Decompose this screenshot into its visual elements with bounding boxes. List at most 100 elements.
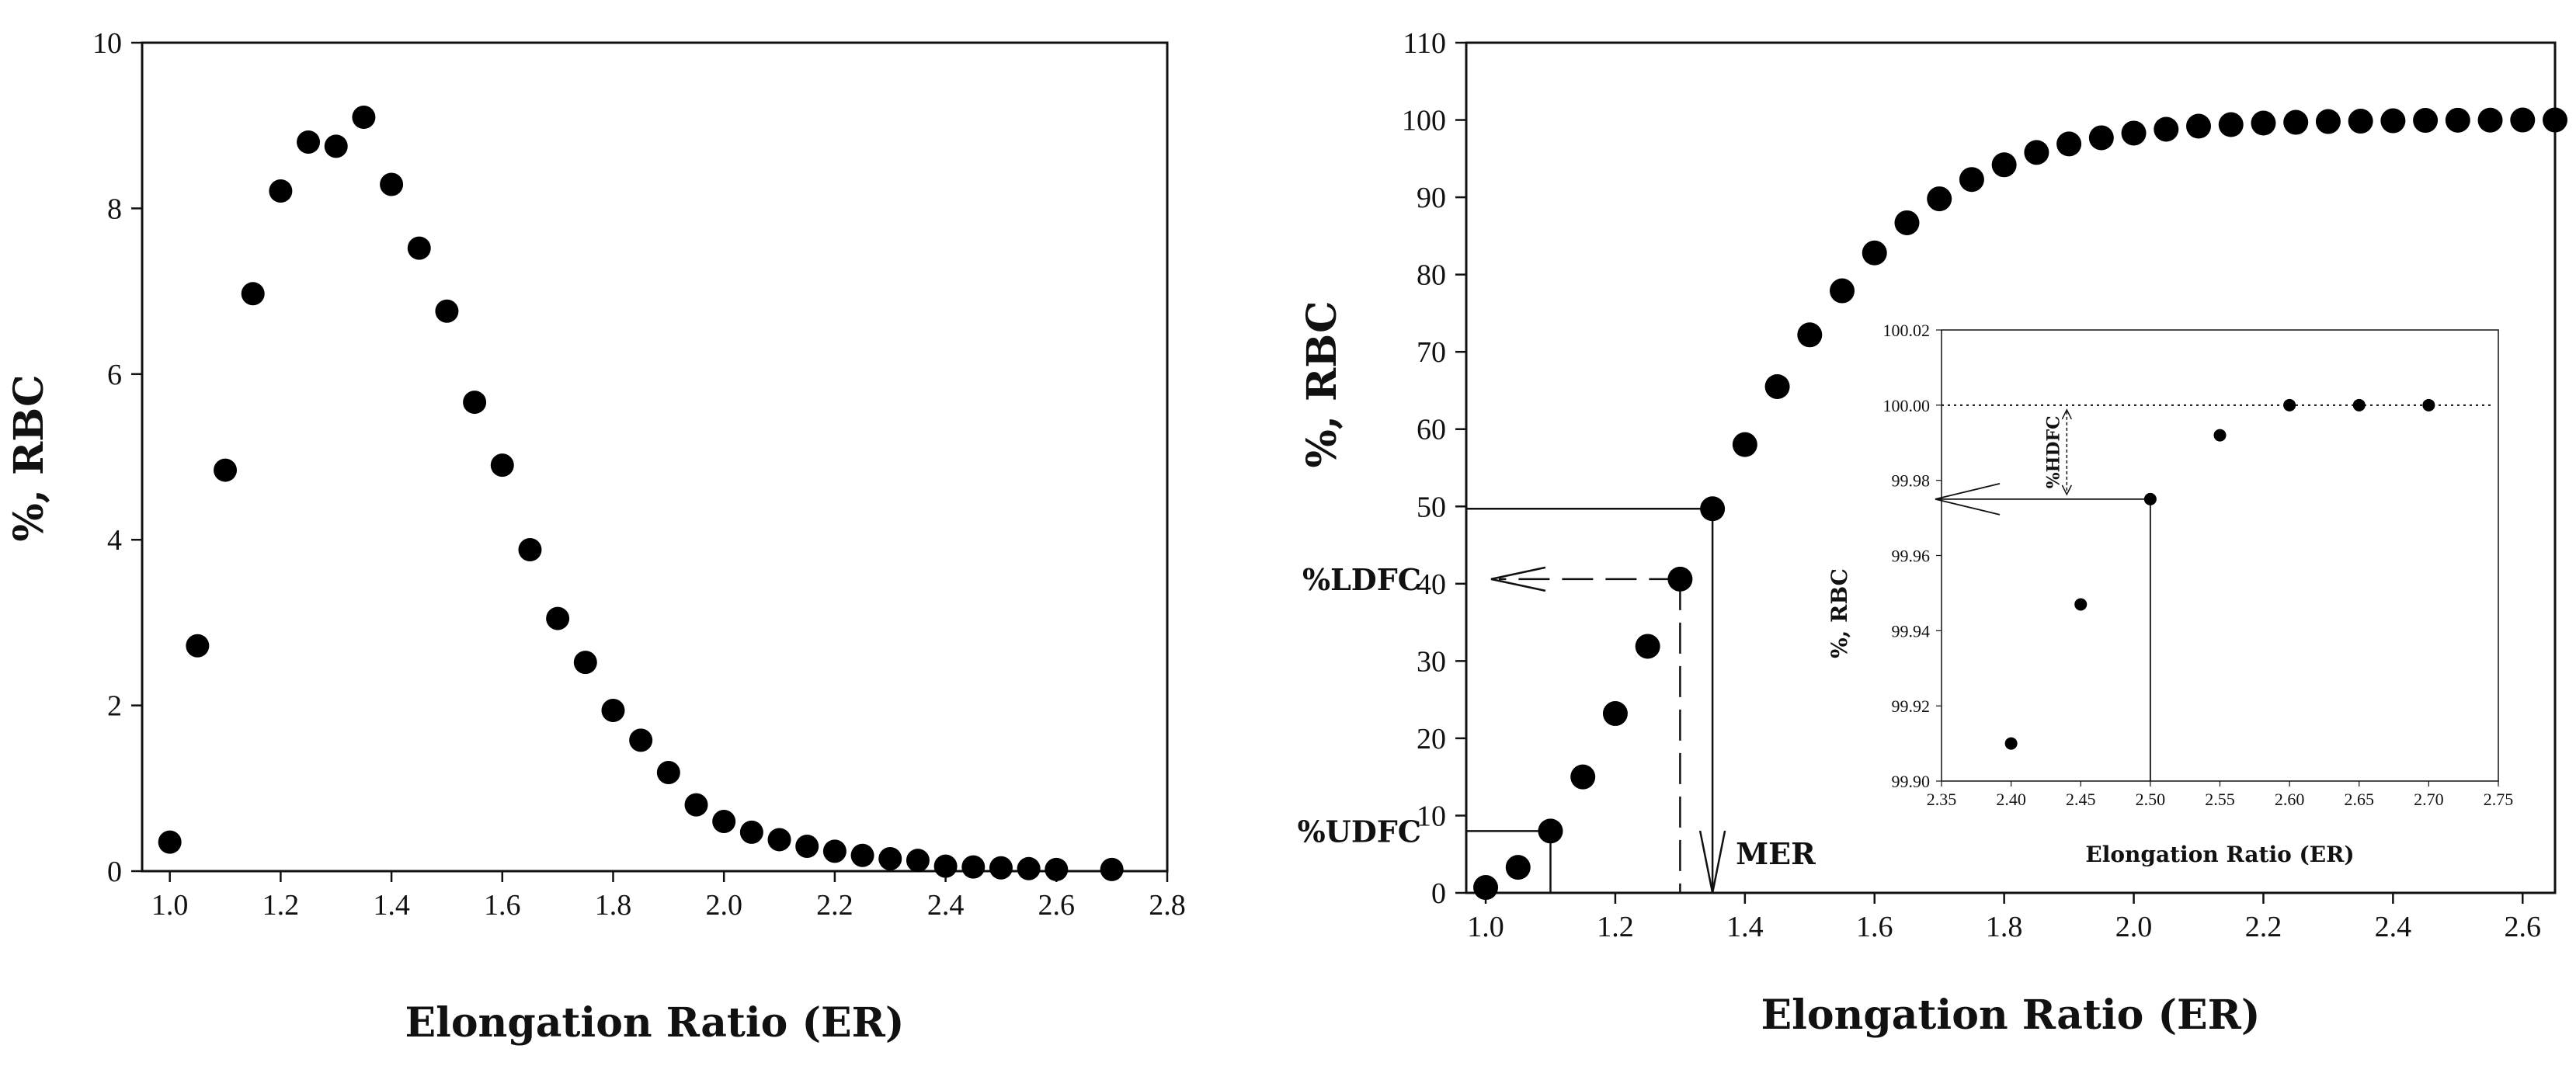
data-point <box>1700 496 1726 522</box>
data-point <box>2121 120 2147 146</box>
y-tick-label: 100.02 <box>1883 321 1931 340</box>
x-tick-label: 2.75 <box>2484 790 2514 809</box>
x-axis-title: Elongation Ratio (ER) <box>405 999 904 1047</box>
x-tick-label: 2.0 <box>705 889 742 922</box>
data-point <box>2251 110 2276 136</box>
data-point <box>158 830 182 854</box>
udfc-label: %UDFC <box>1298 814 1421 849</box>
data-point <box>629 728 653 752</box>
data-point <box>684 793 708 817</box>
data-point <box>2422 398 2435 411</box>
y-tick-label: 4 <box>107 524 122 557</box>
y-tick-label: 99.90 <box>1892 772 1931 791</box>
data-point <box>241 282 265 306</box>
y-axis-title: %, RBC <box>1298 300 1346 467</box>
data-point <box>1959 167 1984 193</box>
x-tick-label: 2.2 <box>816 889 853 922</box>
data-point <box>2074 598 2088 611</box>
data-point <box>712 809 736 833</box>
data-point <box>1830 278 1855 304</box>
x-tick-label: 1.0 <box>151 889 189 922</box>
y-tick-label: 60 <box>1417 414 1446 446</box>
x-tick-label: 2.50 <box>2136 790 2166 809</box>
x-tick-label: 2.6 <box>1038 889 1076 922</box>
plot-frame <box>1465 41 2557 894</box>
data-point <box>1991 152 2017 178</box>
data-point <box>2283 109 2309 135</box>
x-tick-label: 2.70 <box>2414 790 2444 809</box>
data-point <box>601 699 625 723</box>
inset-background <box>1942 330 2498 781</box>
x-tick-label: 1.4 <box>373 889 410 922</box>
data-point <box>546 606 570 630</box>
x-tick-label: 1.6 <box>484 889 521 922</box>
x-tick-label: 2.55 <box>2205 790 2235 809</box>
data-point <box>1797 322 1823 348</box>
x-tick-label: 1.0 <box>1467 911 1504 943</box>
data-point <box>1732 432 1757 457</box>
data-point <box>2213 429 2227 442</box>
data-point <box>380 172 404 196</box>
data-point <box>1667 566 1693 592</box>
y-tick-label: 99.92 <box>1892 696 1931 716</box>
y-tick-label: 20 <box>1417 723 1446 755</box>
data-point <box>2088 125 2114 151</box>
data-point <box>2186 113 2212 139</box>
data-point <box>2143 492 2157 505</box>
data-point <box>878 846 902 870</box>
x-tick-label: 2.6 <box>2505 911 2542 943</box>
data-point <box>352 106 376 130</box>
y-tick-label: 6 <box>107 359 122 391</box>
hdfc-label: %HDFC <box>2043 415 2063 488</box>
data-point <box>2315 109 2341 134</box>
y-tick-label: 100 <box>1402 105 1446 137</box>
y-tick-label: 100.00 <box>1883 396 1931 415</box>
x-tick-label: 2.8 <box>1149 889 1186 922</box>
hdfc-arrow-top <box>2061 408 2072 420</box>
data-point <box>2445 107 2470 133</box>
x-tick-label: 2.65 <box>2345 790 2375 809</box>
inset-x-axis-title: Elongation Ratio (ER) <box>2085 842 2354 867</box>
y-tick-label: 10 <box>1417 800 1446 832</box>
mer-label: MER <box>1736 836 1816 871</box>
data-point <box>2218 112 2244 137</box>
data-point <box>2004 737 2018 750</box>
data-point <box>989 856 1013 880</box>
inset-chart: 2.35 2.40 2.45 2.50 2.55 2.60 2.65 2.70 2.75 99.9… <box>1827 321 2513 867</box>
right-chart: 1.0 1.2 1.4 1.6 1.8 2.0 2.2 2.4 2.60102030405060… <box>1298 27 2567 1039</box>
x-tick-label: 1.6 <box>1856 911 1893 943</box>
x-tick-label: 1.2 <box>262 889 300 922</box>
y-axis-title: %, RBC <box>5 374 53 541</box>
mer-arrowhead <box>1698 830 1726 894</box>
y-tick-label: 2 <box>107 690 122 723</box>
data-point <box>407 236 431 260</box>
x-tick-label: 1.4 <box>1726 911 1764 943</box>
x-axis-title: Elongation Ratio (ER) <box>1761 991 2260 1039</box>
data-point <box>850 843 874 867</box>
y-tick-label: 0 <box>107 856 122 888</box>
data-point <box>2154 116 2179 142</box>
data-point <box>2056 131 2082 157</box>
x-tick-label: 2.45 <box>2066 790 2096 809</box>
data-point <box>1538 818 1563 844</box>
left-chart: 1.0 1.2 1.4 1.6 1.8 2.0 2.2 2.4 2.6 2.8 0 2 4 6 8 10 Elo… <box>5 27 1186 1047</box>
data-point <box>573 651 597 675</box>
inset-y-axis-title: %, RBC <box>1827 568 1852 658</box>
data-point <box>1570 764 1596 790</box>
data-point <box>2024 140 2049 165</box>
data-point <box>214 458 238 482</box>
data-point <box>961 855 986 879</box>
data-point <box>2510 107 2536 133</box>
data-point <box>933 854 958 878</box>
data-point <box>2348 109 2373 134</box>
x-tick-label: 2.0 <box>2115 911 2153 943</box>
y-tick-label: 99.96 <box>1892 547 1931 566</box>
data-point <box>1764 373 1790 399</box>
y-tick-label: 70 <box>1417 336 1446 369</box>
data-point <box>435 299 459 323</box>
y-tick-label: 0 <box>1431 877 1446 910</box>
x-tick-label: 2.60 <box>2275 790 2305 809</box>
data-point <box>795 834 819 858</box>
x-tick-label: 2.40 <box>1996 790 2026 809</box>
